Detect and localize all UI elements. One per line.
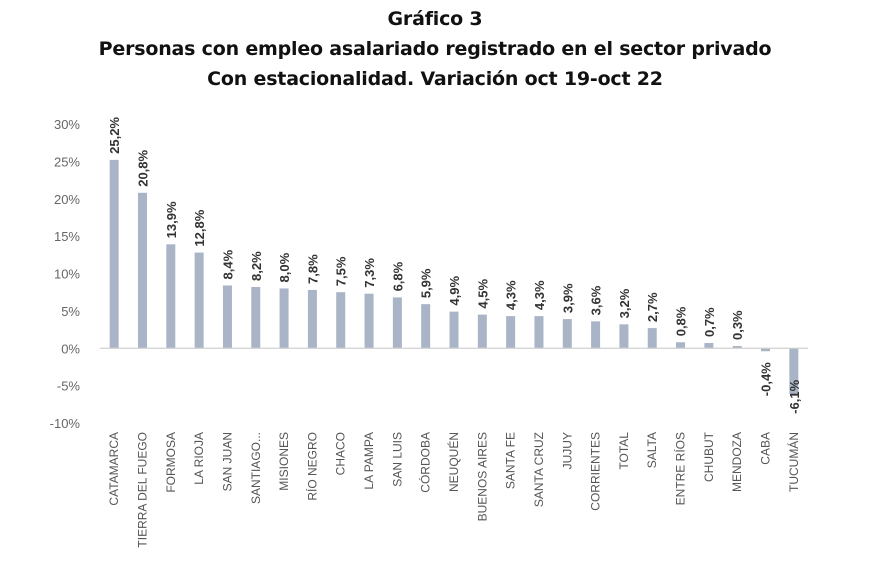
bar bbox=[761, 348, 771, 352]
data-label: 7,8% bbox=[305, 254, 320, 284]
bar bbox=[562, 319, 572, 349]
bar bbox=[732, 346, 742, 349]
data-label: 12,8% bbox=[192, 209, 207, 246]
bar bbox=[251, 286, 261, 349]
category-label: SAN JUAN bbox=[220, 432, 234, 491]
category-label: ENTRE RÍOS bbox=[673, 432, 688, 505]
y-tick-label: 10% bbox=[54, 267, 80, 282]
bar bbox=[591, 321, 601, 349]
bar bbox=[166, 244, 176, 349]
category-label: CHUBUT bbox=[702, 431, 716, 482]
bar bbox=[336, 292, 346, 349]
bar bbox=[392, 297, 402, 349]
y-tick-label: 25% bbox=[54, 154, 80, 169]
category-label: MENDOZA bbox=[730, 432, 744, 492]
data-label: 4,5% bbox=[475, 279, 490, 309]
data-label: 2,7% bbox=[645, 292, 660, 322]
data-label: 3,2% bbox=[617, 288, 632, 318]
y-tick-label: 5% bbox=[61, 304, 80, 319]
category-label: RÍO NEGRO bbox=[304, 432, 319, 501]
y-tick-label: 0% bbox=[61, 341, 80, 356]
category-label: SANTA CRUZ bbox=[532, 432, 546, 507]
data-label: 25,2% bbox=[107, 117, 122, 154]
category-label: SANTIAGO... bbox=[249, 432, 263, 504]
bar bbox=[109, 159, 119, 349]
category-label: SAN LUIS bbox=[390, 432, 404, 487]
data-label: 3,9% bbox=[560, 283, 575, 313]
data-label: 8,2% bbox=[249, 251, 264, 281]
category-label: LA RIOJA bbox=[192, 432, 206, 485]
bar bbox=[137, 192, 147, 349]
bar bbox=[194, 252, 204, 349]
data-label: 6,8% bbox=[390, 261, 405, 291]
category-label: CHACO bbox=[334, 432, 348, 475]
category-label: BUENOS AIRES bbox=[475, 432, 489, 521]
bar bbox=[506, 316, 516, 349]
category-label: CABA bbox=[759, 432, 773, 465]
data-label: 7,5% bbox=[334, 256, 349, 286]
chart-title: Gráfico 3 bbox=[387, 8, 483, 30]
category-label: TIERRA DEL FUEGO bbox=[135, 432, 149, 548]
data-label: 4,3% bbox=[504, 280, 519, 310]
y-tick-label: 20% bbox=[54, 192, 80, 207]
category-label: CATAMARCA bbox=[107, 432, 121, 506]
bar bbox=[421, 304, 431, 349]
chart-subtitle-2: Con estacionalidad. Variación oct 19-oct… bbox=[207, 68, 663, 90]
category-label: TOTAL bbox=[617, 432, 631, 470]
category-label: TUCUMÁN bbox=[786, 432, 801, 492]
bar bbox=[789, 348, 799, 394]
category-label: FORMOSA bbox=[164, 432, 178, 493]
category-label: CORRIENTES bbox=[589, 432, 603, 511]
category-label: NEUQUÉN bbox=[446, 432, 461, 492]
y-tick-label: 15% bbox=[54, 229, 80, 244]
category-label: LA PAMPA bbox=[362, 432, 376, 490]
bar bbox=[534, 316, 544, 349]
bar bbox=[279, 288, 289, 349]
bar bbox=[307, 289, 317, 349]
data-label: 13,9% bbox=[164, 201, 179, 238]
category-label: JUJUY bbox=[560, 432, 574, 469]
data-label: 8,0% bbox=[277, 252, 292, 282]
data-label: 0,7% bbox=[702, 307, 717, 337]
data-label: 4,3% bbox=[532, 280, 547, 310]
bar bbox=[704, 343, 714, 349]
data-label: 4,9% bbox=[447, 276, 462, 306]
data-label: 8,4% bbox=[220, 249, 235, 279]
data-label: -6,1% bbox=[787, 379, 802, 413]
category-label: CÓRDOBA bbox=[418, 432, 433, 493]
data-label: 3,6% bbox=[589, 285, 604, 315]
data-label: 0,3% bbox=[730, 310, 745, 340]
bar bbox=[477, 314, 487, 349]
data-label: 7,3% bbox=[362, 258, 377, 288]
y-tick-label: -10% bbox=[50, 416, 81, 431]
bar bbox=[647, 328, 657, 349]
category-label: SALTA bbox=[645, 432, 659, 468]
category-label: MISIONES bbox=[277, 432, 291, 491]
data-label: -0,4% bbox=[759, 362, 774, 396]
category-label: SANTA FE bbox=[504, 432, 518, 489]
data-label: 0,8% bbox=[674, 306, 689, 336]
y-tick-label: 30% bbox=[54, 117, 80, 132]
bar bbox=[449, 311, 459, 349]
bar bbox=[364, 293, 374, 349]
data-label: 5,9% bbox=[419, 268, 434, 298]
chart-subtitle-1: Personas con empleo asalariado registrad… bbox=[98, 38, 772, 60]
y-tick-label: -5% bbox=[57, 379, 81, 394]
bar bbox=[619, 324, 629, 349]
bar bbox=[222, 285, 232, 349]
bar bbox=[676, 342, 686, 349]
data-label: 20,8% bbox=[135, 149, 150, 186]
